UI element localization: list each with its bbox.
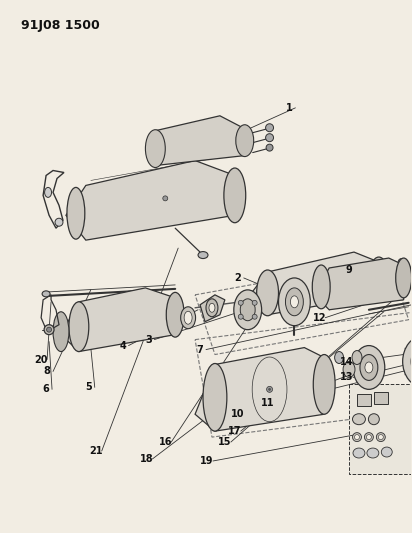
Ellipse shape bbox=[67, 188, 85, 239]
Text: 1: 1 bbox=[286, 103, 293, 113]
Polygon shape bbox=[248, 252, 379, 315]
Ellipse shape bbox=[240, 299, 255, 321]
Ellipse shape bbox=[403, 336, 412, 387]
Ellipse shape bbox=[266, 144, 273, 151]
Ellipse shape bbox=[206, 299, 218, 317]
Ellipse shape bbox=[352, 351, 362, 365]
Ellipse shape bbox=[398, 259, 405, 265]
Ellipse shape bbox=[203, 364, 227, 431]
Ellipse shape bbox=[47, 327, 52, 332]
Ellipse shape bbox=[398, 269, 405, 276]
Polygon shape bbox=[314, 258, 404, 310]
Text: 5: 5 bbox=[85, 382, 92, 392]
Ellipse shape bbox=[267, 386, 273, 392]
Ellipse shape bbox=[376, 433, 385, 441]
Text: 2: 2 bbox=[234, 273, 241, 283]
Ellipse shape bbox=[236, 125, 254, 157]
Ellipse shape bbox=[181, 307, 196, 329]
Text: 21: 21 bbox=[89, 446, 103, 456]
Ellipse shape bbox=[343, 361, 355, 377]
Ellipse shape bbox=[145, 130, 165, 167]
Ellipse shape bbox=[44, 188, 52, 197]
Text: 7: 7 bbox=[197, 344, 204, 354]
Ellipse shape bbox=[184, 311, 192, 324]
Polygon shape bbox=[200, 295, 225, 322]
Text: 15: 15 bbox=[218, 437, 232, 447]
Ellipse shape bbox=[238, 314, 243, 319]
Ellipse shape bbox=[378, 434, 383, 440]
Ellipse shape bbox=[369, 257, 389, 299]
Ellipse shape bbox=[266, 124, 274, 132]
Text: 17: 17 bbox=[228, 426, 241, 436]
Ellipse shape bbox=[69, 302, 89, 352]
Ellipse shape bbox=[360, 354, 378, 381]
Ellipse shape bbox=[166, 293, 184, 337]
Ellipse shape bbox=[53, 312, 69, 352]
Polygon shape bbox=[195, 348, 324, 431]
Ellipse shape bbox=[382, 447, 392, 457]
Ellipse shape bbox=[55, 218, 63, 226]
Text: 19: 19 bbox=[200, 456, 214, 466]
Ellipse shape bbox=[353, 433, 361, 441]
Text: 18: 18 bbox=[140, 454, 153, 464]
Ellipse shape bbox=[224, 168, 246, 223]
Text: 20: 20 bbox=[34, 354, 48, 365]
Ellipse shape bbox=[209, 303, 215, 312]
Text: 13: 13 bbox=[340, 373, 354, 382]
Text: 8: 8 bbox=[44, 367, 51, 376]
Ellipse shape bbox=[266, 134, 274, 142]
Ellipse shape bbox=[366, 434, 371, 440]
Text: 12: 12 bbox=[312, 313, 326, 323]
Polygon shape bbox=[66, 160, 235, 240]
Ellipse shape bbox=[367, 448, 379, 458]
Text: 3: 3 bbox=[145, 335, 152, 345]
Ellipse shape bbox=[257, 270, 279, 316]
Text: 6: 6 bbox=[43, 384, 49, 394]
Ellipse shape bbox=[286, 288, 303, 316]
Ellipse shape bbox=[353, 345, 385, 389]
Ellipse shape bbox=[368, 414, 379, 425]
Ellipse shape bbox=[365, 433, 373, 441]
Text: 4: 4 bbox=[119, 341, 126, 351]
Ellipse shape bbox=[238, 300, 243, 305]
Ellipse shape bbox=[252, 300, 257, 305]
Ellipse shape bbox=[279, 278, 310, 326]
Ellipse shape bbox=[353, 414, 365, 425]
Text: 9: 9 bbox=[346, 265, 352, 275]
Ellipse shape bbox=[290, 296, 298, 308]
Text: 16: 16 bbox=[159, 437, 172, 447]
Text: 14: 14 bbox=[340, 357, 354, 367]
Ellipse shape bbox=[353, 448, 365, 458]
Ellipse shape bbox=[252, 314, 257, 319]
Polygon shape bbox=[357, 394, 371, 406]
Ellipse shape bbox=[365, 362, 373, 373]
Ellipse shape bbox=[234, 290, 262, 330]
Ellipse shape bbox=[44, 325, 54, 335]
Ellipse shape bbox=[335, 352, 344, 364]
Text: 11: 11 bbox=[261, 398, 274, 408]
Ellipse shape bbox=[42, 291, 50, 297]
Ellipse shape bbox=[269, 389, 271, 390]
Polygon shape bbox=[155, 116, 245, 166]
Ellipse shape bbox=[163, 196, 168, 201]
Ellipse shape bbox=[399, 279, 405, 285]
Text: 91J08 1500: 91J08 1500 bbox=[21, 19, 100, 33]
Ellipse shape bbox=[411, 345, 412, 377]
Polygon shape bbox=[61, 288, 175, 352]
Text: 10: 10 bbox=[231, 409, 245, 419]
Ellipse shape bbox=[198, 252, 208, 259]
Polygon shape bbox=[374, 392, 388, 404]
Ellipse shape bbox=[313, 354, 335, 414]
Ellipse shape bbox=[312, 265, 330, 309]
Bar bbox=[349, 384, 412, 474]
Ellipse shape bbox=[354, 434, 359, 440]
Ellipse shape bbox=[396, 258, 412, 298]
